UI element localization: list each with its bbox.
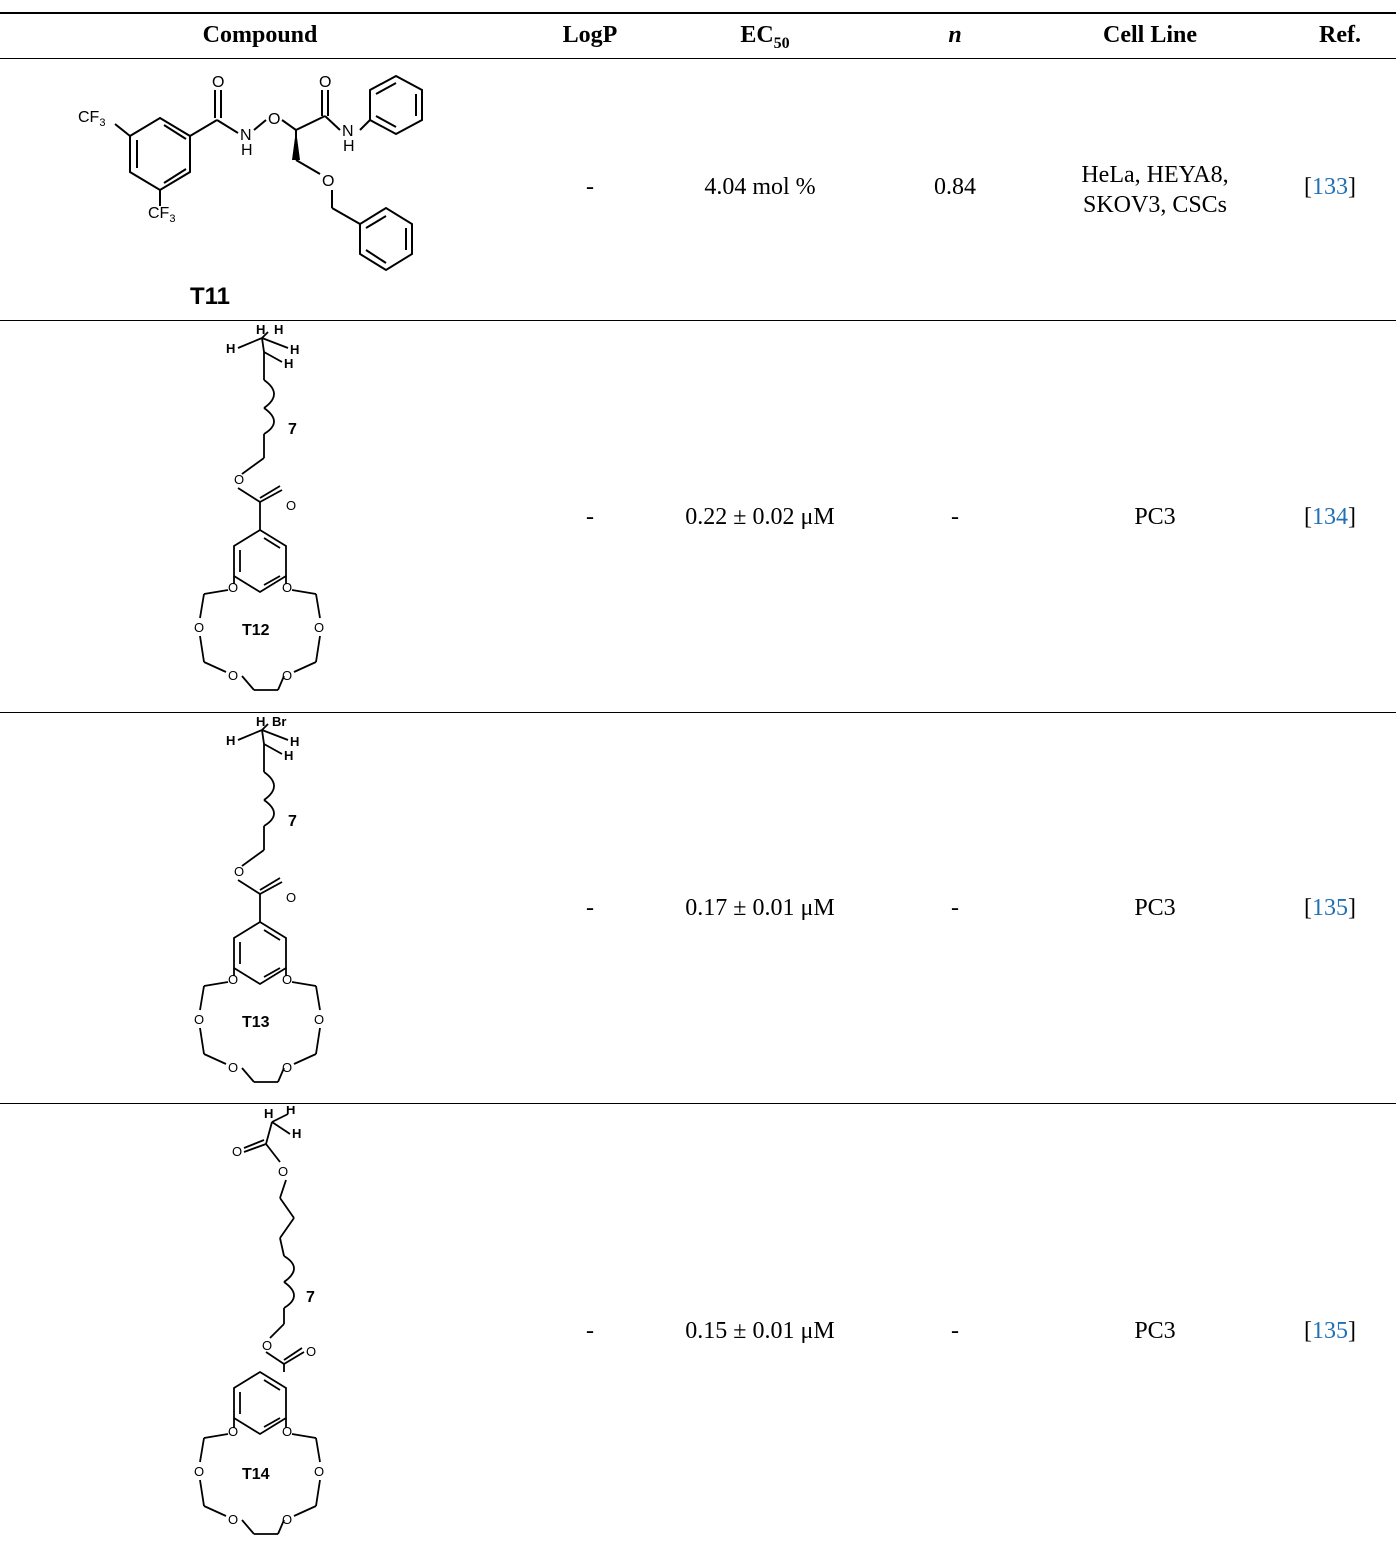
cell-line-value: PC3 [1134, 504, 1176, 530]
atom-o: O [228, 1424, 238, 1439]
header-logp: LogP [562, 22, 618, 48]
compound-structure-t13: H Br H H H 7 O O O O O O O O T13 [194, 714, 324, 1083]
atom-o: O [228, 580, 238, 595]
compound-structure-t14: H H H O O 7 O O O O O O O O T14 [194, 1106, 324, 1535]
atom-o: O [234, 472, 244, 487]
atom-o: O [282, 1424, 292, 1439]
compound-label: T13 [242, 1014, 270, 1031]
atom-h: H [343, 138, 355, 155]
compound-label: T11 [189, 283, 231, 310]
atom-o: O [314, 620, 324, 635]
compound-label: T14 [242, 1466, 270, 1483]
row-divider [0, 712, 1396, 713]
compound-structure-t11: CF3 CF3 O N H O O N H O [78, 74, 423, 272]
atom-o: O [306, 1344, 316, 1359]
header-ref: Ref. [1319, 22, 1361, 48]
atom-o: O [234, 864, 244, 879]
atom-o: O [228, 1060, 238, 1075]
atom-o: O [319, 74, 331, 91]
atom-cf3: CF3 [148, 205, 175, 225]
ref-cell: [133] [1304, 174, 1356, 200]
ref-link[interactable]: 135 [1312, 895, 1348, 921]
ec50-value: 4.04 mol % [704, 174, 816, 200]
ec50-value: 0.15 ± 0.01 μM [685, 1318, 835, 1344]
atom-o: O [194, 620, 204, 635]
atom-o: O [228, 668, 238, 683]
repeat-count: 7 [306, 1289, 315, 1306]
atom-o: O [282, 580, 292, 595]
atom-h: H [292, 1126, 301, 1141]
atom-n: N [342, 123, 354, 140]
header-n: n [948, 22, 962, 48]
ec50-value: 0.22 ± 0.02 μM [685, 504, 835, 530]
logp-value: - [586, 1318, 594, 1344]
atom-h: H [290, 734, 299, 749]
atom-o: O [194, 1012, 204, 1027]
header-cell-line: Cell Line [1103, 22, 1197, 48]
atom-h: H [286, 1106, 295, 1117]
atom-h: H [241, 142, 253, 159]
logp-value: - [586, 174, 594, 200]
atom-h: H [256, 714, 265, 729]
repeat-count: 7 [288, 421, 297, 438]
atom-h: H [284, 748, 293, 763]
atom-cf3: CF3 [78, 109, 105, 129]
atom-o: O [282, 668, 292, 683]
cell-line-value: HeLa, HEYA8, SKOV3, CSCs [1040, 160, 1270, 220]
atom-o: O [194, 1464, 204, 1479]
atom-h: H [256, 322, 265, 337]
ec50-value: 0.17 ± 0.01 μM [685, 895, 835, 921]
logp-value: - [586, 504, 594, 530]
table-header-rule [0, 58, 1396, 59]
atom-o: O [268, 111, 280, 128]
atom-h: H [274, 322, 283, 337]
atom-o: O [282, 972, 292, 987]
atom-h: H [290, 342, 299, 357]
n-value: - [951, 895, 959, 921]
row-divider [0, 1103, 1396, 1104]
n-value: - [951, 1318, 959, 1344]
cell-line-line: SKOV3, CSCs [1082, 192, 1228, 218]
row-divider [0, 320, 1396, 321]
atom-h: H [226, 733, 235, 748]
ref-link[interactable]: 134 [1312, 504, 1348, 530]
compound-label: T12 [242, 622, 270, 639]
atom-o: O [228, 972, 238, 987]
header-ec50-sub: 50 [773, 34, 790, 52]
cell-line-line: HeLa, HEYA8, [1081, 162, 1229, 188]
ref-cell: [135] [1304, 1318, 1356, 1344]
atom-o: O [286, 498, 296, 513]
atom-br: Br [272, 714, 286, 729]
n-value: - [951, 504, 959, 530]
atom-o: O [228, 1512, 238, 1527]
header-compound: Compound [202, 22, 318, 48]
atom-o: O [278, 1164, 288, 1179]
ref-cell: [135] [1304, 895, 1356, 921]
header-ec50-base: EC [740, 22, 774, 48]
atom-h: H [284, 356, 293, 371]
atom-n: N [240, 127, 252, 144]
ref-cell: [134] [1304, 504, 1356, 530]
header-ec50: EC50 [690, 20, 840, 59]
compound-structure-t12: H H H H H 7 O O O O O O O O T12 [194, 322, 324, 691]
ref-link[interactable]: 133 [1312, 174, 1348, 200]
cell-line-value: PC3 [1134, 895, 1176, 921]
atom-h: H [264, 1106, 273, 1121]
atom-o: O [322, 173, 334, 190]
n-value: 0.84 [934, 174, 976, 200]
atom-h: H [226, 341, 235, 356]
ref-link[interactable]: 135 [1312, 1318, 1348, 1344]
cell-line-value: PC3 [1134, 1318, 1176, 1344]
repeat-count: 7 [288, 813, 297, 830]
atom-o: O [314, 1464, 324, 1479]
atom-o: O [314, 1012, 324, 1027]
atom-o: O [262, 1338, 272, 1353]
atom-o: O [286, 890, 296, 905]
atom-o: O [282, 1060, 292, 1075]
atom-o: O [282, 1512, 292, 1527]
atom-o: O [232, 1144, 242, 1159]
atom-o: O [212, 74, 224, 91]
table-top-rule [0, 12, 1396, 14]
logp-value: - [586, 895, 594, 921]
